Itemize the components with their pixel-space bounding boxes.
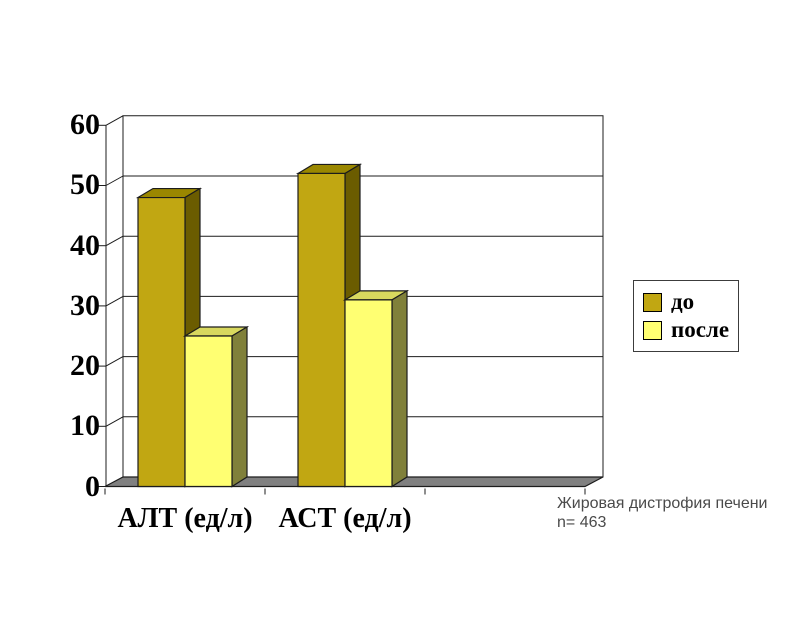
y-tick-label-60: 60 — [70, 108, 100, 141]
bar-до-0 — [137, 196, 186, 488]
legend-label-posle: после — [671, 317, 730, 342]
bar-до-1 — [297, 172, 346, 488]
y-tick-depth-line — [105, 295, 124, 307]
y-tick-label-40: 40 — [70, 229, 100, 262]
y-tick-depth-line — [105, 115, 124, 126]
caption-line2: n= 463 — [557, 514, 607, 531]
legend-label-do: до — [671, 289, 695, 314]
legend-swatch-posle-icon — [643, 320, 662, 340]
bar-после-1 — [344, 299, 393, 488]
bar-side-после-1 — [391, 289, 408, 488]
y-tick-label-50: 50 — [70, 168, 100, 201]
y-tick-depth-line — [105, 175, 124, 186]
y-tick-depth-line — [105, 235, 124, 247]
y-tick-label-10: 10 — [70, 409, 100, 442]
x-category-label-alt: АЛТ (ед/л) — [117, 503, 253, 534]
legend-swatch-do-icon — [643, 292, 662, 312]
caption-line1: Жировая дистрофия печени — [557, 495, 768, 512]
y-tick-depth-line — [105, 356, 124, 367]
y-tick-label-0: 0 — [85, 470, 100, 503]
bar-после-0 — [184, 335, 233, 488]
caption: Жировая дистрофия печени n= 463 — [557, 494, 767, 532]
y-tick-depth-line — [105, 416, 124, 427]
y-tick-label-30: 30 — [70, 289, 100, 322]
legend-item-posle: после — [643, 316, 734, 344]
legend: до после — [633, 280, 739, 352]
bar-side-после-0 — [231, 325, 248, 488]
legend-item-do: до — [643, 288, 734, 316]
x-category-label-ast: АСТ (ед/л) — [278, 503, 412, 534]
y-tick-label-20: 20 — [70, 349, 100, 382]
